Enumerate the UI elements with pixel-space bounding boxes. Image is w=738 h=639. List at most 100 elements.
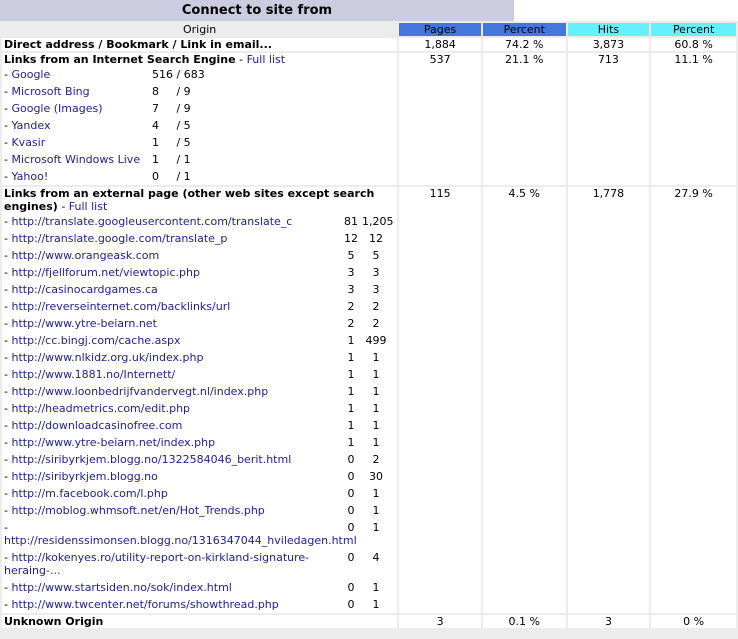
header-pages-percent: Percent	[482, 23, 566, 36]
header-hits-percent: Percent	[651, 23, 736, 36]
search-engine-link[interactable]: Microsoft Bing	[11, 85, 90, 98]
search-engine-name: - Yandex	[4, 119, 51, 132]
external-row: Links from an external page (other web s…	[2, 187, 736, 613]
referrer-link[interactable]: http://cc.bingj.com/cache.aspx	[11, 334, 181, 347]
referrer-item: - http://www.ytre-beiarn.net/index.php 1 1	[4, 434, 395, 451]
external-full-list-link[interactable]: Full list	[68, 200, 108, 213]
referrer-link[interactable]: http://m.facebook.com/l.php	[11, 487, 168, 500]
referrer-table-container: Origin Pages Percent Hits Percent Direct…	[0, 21, 738, 639]
dash-separator: -	[239, 53, 244, 66]
search-engine-item: - Yandex 4 / 5	[4, 117, 395, 134]
referrer-hits: 1	[372, 402, 380, 415]
referrer-url: - http://translate.google.com/translate_…	[4, 232, 228, 245]
referrer-link[interactable]: http://fjellforum.net/viewtopic.php	[11, 266, 200, 279]
referrer-pages: 0	[347, 487, 355, 500]
referrer-item: - http://cc.bingj.com/cache.aspx 1 499	[4, 332, 395, 349]
referrer-pages: 1	[347, 368, 355, 381]
search-row: Links from an Internet Search Engine - F…	[2, 53, 736, 185]
search-engine-link[interactable]: Google	[11, 68, 51, 81]
search-engine-link[interactable]: Microsoft Windows Live	[11, 153, 141, 166]
referrer-pages: 0	[347, 598, 355, 611]
referrer-item: - http://fjellforum.net/viewtopic.php 3 3	[4, 264, 395, 281]
referrer-link[interactable]: http://moblog.whmsoft.net/en/Hot_Trends.…	[11, 504, 265, 517]
search-hits: 713	[567, 53, 650, 185]
referrer-pages: 0	[347, 504, 355, 517]
unknown-label: Unknown Origin	[2, 615, 398, 628]
search-engine-count: 1 / 1	[152, 153, 191, 166]
referrer-hits: 1	[372, 581, 380, 594]
referrer-pages: 3	[347, 283, 355, 296]
unknown-pages: 3	[399, 615, 481, 628]
referrer-pages: 0	[347, 551, 355, 564]
section-title: Connect to site from	[0, 0, 514, 21]
referrer-item: - http://www.ytre-beiarn.net 2 2	[4, 315, 395, 332]
search-engine-count: 8 / 9	[152, 85, 191, 98]
search-engine-link[interactable]: Yahoo!	[11, 170, 49, 183]
referrer-url: - http://reverseinternet.com/backlinks/u…	[4, 300, 231, 313]
external-label: Links from an external page (other web s…	[4, 187, 375, 213]
referrer-link[interactable]: http://www.loonbedrijfvandervegt.nl/inde…	[11, 385, 269, 398]
referrer-link[interactable]: http://www.nlkidz.org.uk/index.php	[11, 351, 204, 364]
referrer-pages: 12	[344, 232, 358, 245]
referrer-link[interactable]: http://www.1881.no/Internett/	[11, 368, 176, 381]
referrer-pages: 2	[347, 317, 355, 330]
search-engine-link[interactable]: Kvasir	[11, 136, 46, 149]
referrer-url: - http://m.facebook.com/l.php	[4, 487, 168, 500]
search-pages-percent: 21.1 %	[482, 53, 566, 185]
referrer-hits: 1	[372, 598, 380, 611]
referrer-item: - http://translate.googleusercontent.com…	[4, 213, 395, 230]
referrer-url: - http://www.twcenter.net/forums/showthr…	[4, 598, 279, 611]
referrer-link[interactable]: http://www.ytre-beiarn.net/index.php	[11, 436, 216, 449]
referrer-link[interactable]: http://www.twcenter.net/forums/showthrea…	[11, 598, 279, 611]
referrer-link[interactable]: http://casinocardgames.ca	[11, 283, 158, 296]
referrer-link[interactable]: http://headmetrics.com/edit.php	[11, 402, 191, 415]
search-engine-item: - Kvasir 1 / 5	[4, 134, 395, 151]
header-row: Origin Pages Percent Hits Percent	[2, 23, 736, 36]
search-engine-count: 0 / 1	[152, 170, 191, 183]
referrer-url: - http://kokenyes.ro/utility-report-on-k…	[4, 551, 310, 577]
direct-pages-percent: 74.2 %	[482, 38, 566, 51]
referrer-pages: 5	[347, 249, 355, 262]
search-cell: Links from an Internet Search Engine - F…	[2, 53, 398, 185]
external-pages: 115	[399, 187, 481, 613]
search-engine-count: 1 / 5	[152, 136, 191, 149]
referrer-link[interactable]: http://siribyrkjem.blogg.no	[11, 470, 158, 483]
header-pages: Pages	[399, 23, 481, 36]
search-engine-link[interactable]: Yandex	[11, 119, 51, 132]
search-engine-name: - Microsoft Windows Live	[4, 153, 141, 166]
referrer-link[interactable]: http://www.startsiden.no/sok/index.html	[11, 581, 232, 594]
referrer-pages: 2	[347, 300, 355, 313]
referrer-hits: 1	[372, 351, 380, 364]
referrer-link[interactable]: http://kokenyes.ro/utility-report-on-kir…	[4, 551, 310, 577]
referrer-link[interactable]: http://www.orangeask.com	[11, 249, 160, 262]
search-engine-item: - Google (Images) 7 / 9	[4, 100, 395, 117]
search-engine-count: 4 / 5	[152, 119, 191, 132]
unknown-hits-percent: 0 %	[651, 615, 736, 628]
referrer-item: - http://moblog.whmsoft.net/en/Hot_Trend…	[4, 502, 395, 519]
referrer-pages: 0	[347, 521, 355, 534]
referrer-url: - http://fjellforum.net/viewtopic.php	[4, 266, 200, 279]
referrer-link[interactable]: http://www.ytre-beiarn.net	[11, 317, 157, 330]
referrer-hits: 5	[372, 249, 380, 262]
referrer-link[interactable]: http://siribyrkjem.blogg.no/1322584046_b…	[11, 453, 292, 466]
search-engine-link[interactable]: Google (Images)	[11, 102, 103, 115]
referrer-url: - http://www.startsiden.no/sok/index.htm…	[4, 581, 232, 594]
referrer-link[interactable]: http://downloadcasinofree.com	[11, 419, 183, 432]
referrer-hits: 1	[372, 487, 380, 500]
referrer-hits: 1	[372, 521, 380, 534]
referrer-link[interactable]: http://translate.googleusercontent.com/t…	[11, 215, 293, 228]
referrer-link[interactable]: http://translate.google.com/translate_p	[11, 232, 228, 245]
referrer-url: - http://www.1881.no/Internett/	[4, 368, 176, 381]
search-engine-name: - Google	[4, 68, 51, 81]
referrer-item: - http://www.nlkidz.org.uk/index.php 1 1	[4, 349, 395, 366]
referrer-hits: 1	[372, 436, 380, 449]
search-engine-count: 516 / 683	[152, 68, 205, 81]
referrer-table: Origin Pages Percent Hits Percent Direct…	[0, 21, 738, 630]
referrer-link[interactable]: http://residenssimonsen.blogg.no/1316347…	[4, 534, 357, 547]
referrer-pages: 0	[347, 453, 355, 466]
search-full-list-link[interactable]: Full list	[246, 53, 286, 66]
referrer-hits: 2	[372, 300, 380, 313]
referrer-pages: 81	[344, 215, 358, 228]
referrer-link[interactable]: http://reverseinternet.com/backlinks/url	[11, 300, 231, 313]
direct-pages: 1,884	[399, 38, 481, 51]
